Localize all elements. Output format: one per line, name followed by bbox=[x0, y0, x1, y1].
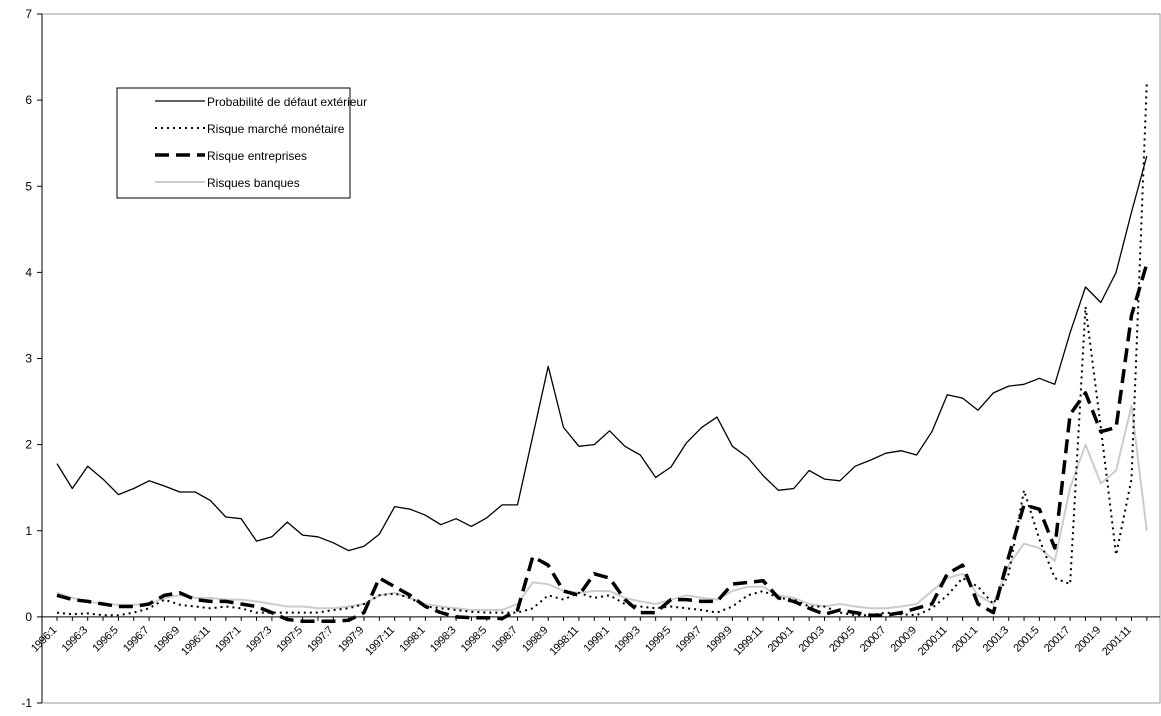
y-tick-label: 5 bbox=[25, 179, 32, 193]
x-tick-label: 2001:3 bbox=[981, 624, 1011, 654]
x-tick-label: 2000:5 bbox=[827, 624, 857, 654]
x-tick-label: 1998:5 bbox=[459, 624, 489, 654]
legend-label: Risques banques bbox=[207, 176, 300, 190]
x-tick-label: 2000:7 bbox=[858, 624, 888, 654]
x-tick-label: 1998:9 bbox=[520, 624, 550, 654]
x-tick-label: 1998:7 bbox=[489, 624, 519, 654]
series-line bbox=[56, 263, 1149, 623]
y-tick-label: 4 bbox=[25, 265, 32, 279]
x-tick-label: 1998:3 bbox=[428, 624, 458, 654]
x-tick-label: 1997:3 bbox=[244, 624, 274, 654]
x-tick-label: 1999:5 bbox=[643, 624, 673, 654]
x-tick-label: 1997:1 bbox=[213, 624, 243, 654]
x-tick-label: 1999:11 bbox=[732, 624, 766, 658]
y-tick-label: -1 bbox=[21, 696, 32, 710]
x-tick-label: 1997:5 bbox=[275, 624, 305, 654]
y-tick-label: 0 bbox=[25, 610, 32, 624]
series-line bbox=[56, 155, 1148, 552]
x-tick-label: 1996:1 bbox=[29, 624, 59, 654]
legend-label: Probabilité de défaut extérieur bbox=[207, 95, 367, 109]
y-tick-label: 3 bbox=[25, 352, 32, 366]
x-tick-label: 2001:5 bbox=[1011, 624, 1041, 654]
series-line bbox=[56, 404, 1148, 611]
x-tick-label: 2001:9 bbox=[1073, 624, 1103, 654]
x-tick-label: 1996:7 bbox=[121, 624, 151, 654]
x-tick-label: 1996:9 bbox=[152, 624, 182, 654]
x-tick-label: 1997:7 bbox=[305, 624, 335, 654]
x-tick-label: 1998:11 bbox=[547, 624, 581, 658]
x-tick-label: 1998:1 bbox=[397, 624, 427, 654]
x-tick-label: 1999:1 bbox=[582, 624, 612, 654]
x-tick-label: 1996:5 bbox=[90, 624, 120, 654]
y-tick-label: 2 bbox=[25, 438, 32, 452]
x-tick-label: 1999:7 bbox=[674, 624, 704, 654]
x-tick-label: 2001:7 bbox=[1042, 624, 1072, 654]
x-tick-label: 1996:3 bbox=[60, 624, 90, 654]
legend: Probabilité de défaut extérieur Risque ma… bbox=[116, 87, 367, 199]
y-tick-label: 1 bbox=[25, 524, 32, 538]
legend-label: Risque marché monétaire bbox=[207, 122, 345, 136]
x-tick-label: 1997:11 bbox=[363, 624, 397, 658]
x-tick-label: 2000:11 bbox=[916, 624, 950, 658]
y-tick-label: 6 bbox=[25, 93, 32, 107]
x-tick-label: 1999:3 bbox=[612, 624, 642, 654]
x-tick-label: 1999:9 bbox=[704, 624, 734, 654]
legend-box bbox=[116, 87, 351, 199]
x-tick-label: 1997:9 bbox=[336, 624, 366, 654]
series-line bbox=[56, 82, 1148, 617]
x-tick-label: 2000:9 bbox=[889, 624, 919, 654]
x-tick-label: 2001:1 bbox=[950, 624, 980, 654]
y-tick-label: 7 bbox=[25, 7, 32, 21]
legend-label: Risque entreprises bbox=[207, 149, 307, 163]
x-tick-label: 2000:3 bbox=[796, 624, 826, 654]
x-tick-label: 2001:11 bbox=[1100, 624, 1134, 658]
x-tick-label: 1996:11 bbox=[179, 624, 213, 658]
x-tick-label: 2000:1 bbox=[766, 624, 796, 654]
